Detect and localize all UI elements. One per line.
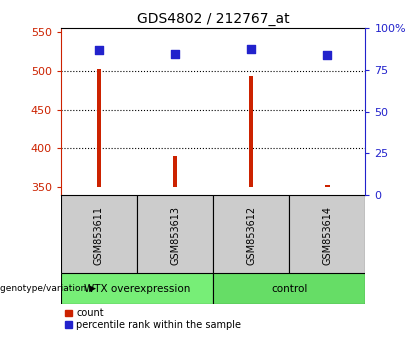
Text: WTX overexpression: WTX overexpression — [84, 284, 190, 293]
Text: control: control — [271, 284, 307, 293]
Title: GDS4802 / 212767_at: GDS4802 / 212767_at — [137, 12, 289, 26]
Bar — [137, 195, 213, 273]
Bar — [173, 156, 177, 187]
Point — [96, 47, 102, 53]
Point — [172, 51, 178, 57]
Point — [248, 46, 255, 52]
Bar — [213, 273, 365, 304]
Text: GSM853612: GSM853612 — [246, 206, 256, 265]
Bar — [213, 195, 289, 273]
Legend: count, percentile rank within the sample: count, percentile rank within the sample — [61, 304, 245, 334]
Bar — [325, 185, 330, 187]
Bar — [61, 273, 213, 304]
Bar — [249, 76, 254, 187]
Bar — [97, 69, 101, 187]
Text: genotype/variation ▶: genotype/variation ▶ — [0, 284, 97, 293]
Text: GSM853611: GSM853611 — [94, 206, 104, 265]
Point — [324, 52, 331, 57]
Bar — [61, 195, 137, 273]
Bar — [289, 195, 365, 273]
Text: GSM853613: GSM853613 — [170, 206, 180, 265]
Text: GSM853614: GSM853614 — [322, 206, 332, 265]
